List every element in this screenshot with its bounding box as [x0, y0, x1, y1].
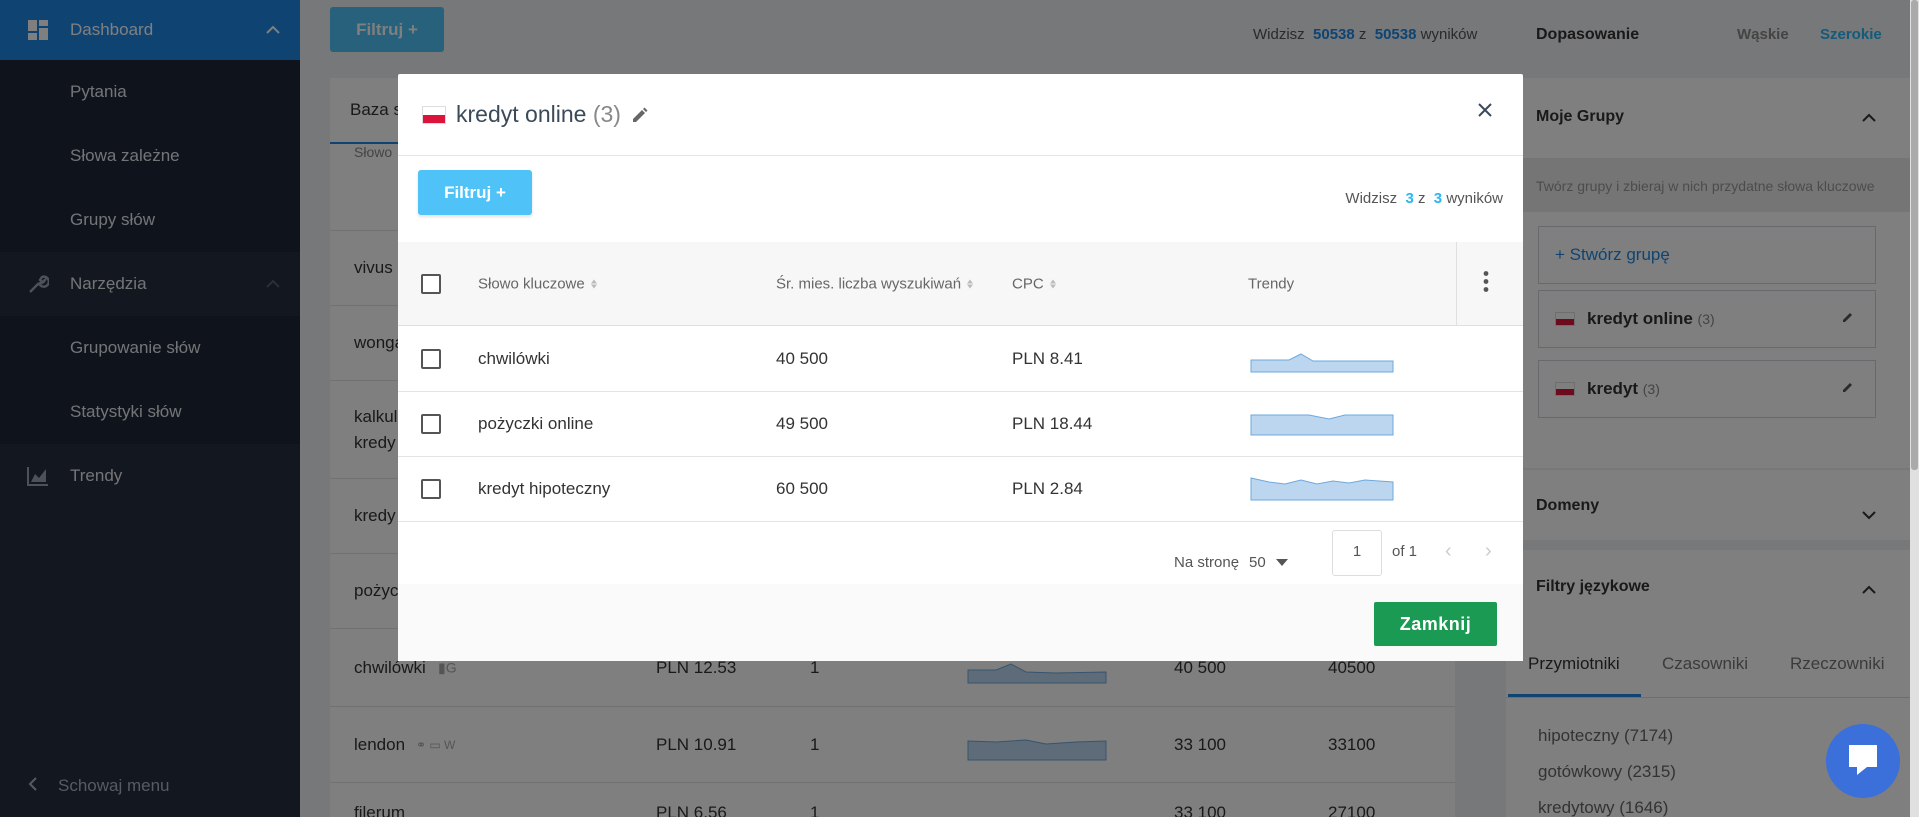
page-total: of 1: [1392, 543, 1418, 560]
table-row[interactable]: pożyczki online 49 500 PLN 18.44: [398, 392, 1523, 457]
results-count: Widzisz 3 z 3 wyników: [1345, 190, 1503, 207]
cpc-cell: PLN 8.41: [1012, 349, 1083, 368]
keyword-cell: pożyczki online: [478, 414, 594, 433]
volume-cell: 60 500: [776, 479, 828, 498]
next-page-icon[interactable]: ›: [1485, 540, 1492, 562]
column-divider: [1456, 242, 1457, 326]
poland-flag-icon: [422, 105, 446, 124]
pencil-icon[interactable]: [631, 106, 649, 124]
close-button[interactable]: Zamknij: [1374, 602, 1497, 646]
volume-cell: 49 500: [776, 414, 828, 433]
volume-cell: 40 500: [776, 349, 828, 368]
modal-header: kredyt online (3): [398, 74, 1523, 156]
sort-icon: [967, 279, 974, 288]
row-checkbox[interactable]: [421, 479, 441, 499]
table-row[interactable]: chwilówki 40 500 PLN 8.41: [398, 327, 1523, 392]
more-options-icon[interactable]: [1483, 270, 1489, 297]
close-icon[interactable]: [1477, 102, 1493, 123]
table-header: Słowo kluczowe Śr. mies. liczba wyszukiw…: [398, 242, 1523, 326]
column-header-keyword[interactable]: Słowo kluczowe: [478, 275, 597, 292]
column-header-volume[interactable]: Śr. mies. liczba wyszukiwań: [776, 275, 974, 292]
column-header-trends: Trendy: [1248, 275, 1295, 292]
table-row[interactable]: kredyt hipoteczny 60 500 PLN 2.84: [398, 457, 1523, 522]
chat-icon: [1843, 739, 1883, 784]
sort-icon: [590, 279, 597, 288]
keyword-cell: chwilówki: [478, 349, 550, 368]
cpc-cell: PLN 18.44: [1012, 414, 1093, 433]
filter-button[interactable]: Filtruj +: [418, 170, 532, 215]
row-checkbox[interactable]: [421, 414, 441, 434]
modal-title: kredyt online (3): [456, 101, 621, 127]
group-modal: kredyt online (3) Filtruj + Widzisz 3 z …: [398, 74, 1523, 661]
keyword-cell: kredyt hipoteczny: [478, 479, 611, 498]
trend-sparkline: [1250, 353, 1394, 373]
page-number-input[interactable]: 1: [1332, 530, 1382, 576]
trend-sparkline: [1250, 414, 1394, 436]
row-checkbox[interactable]: [421, 349, 441, 369]
scrollbar-thumb[interactable]: [1911, 0, 1918, 470]
column-header-cpc[interactable]: CPC: [1012, 275, 1056, 292]
chat-widget-button[interactable]: [1826, 724, 1900, 798]
prev-page-icon[interactable]: ‹: [1445, 540, 1452, 562]
per-page-selector[interactable]: Na stronę 50: [1174, 554, 1288, 571]
per-page-value: 50: [1249, 554, 1266, 571]
select-all-checkbox[interactable]: [421, 274, 441, 294]
sort-icon: [1049, 279, 1056, 288]
caret-down-icon: [1275, 554, 1288, 571]
trend-sparkline: [1250, 477, 1394, 501]
cpc-cell: PLN 2.84: [1012, 479, 1083, 498]
